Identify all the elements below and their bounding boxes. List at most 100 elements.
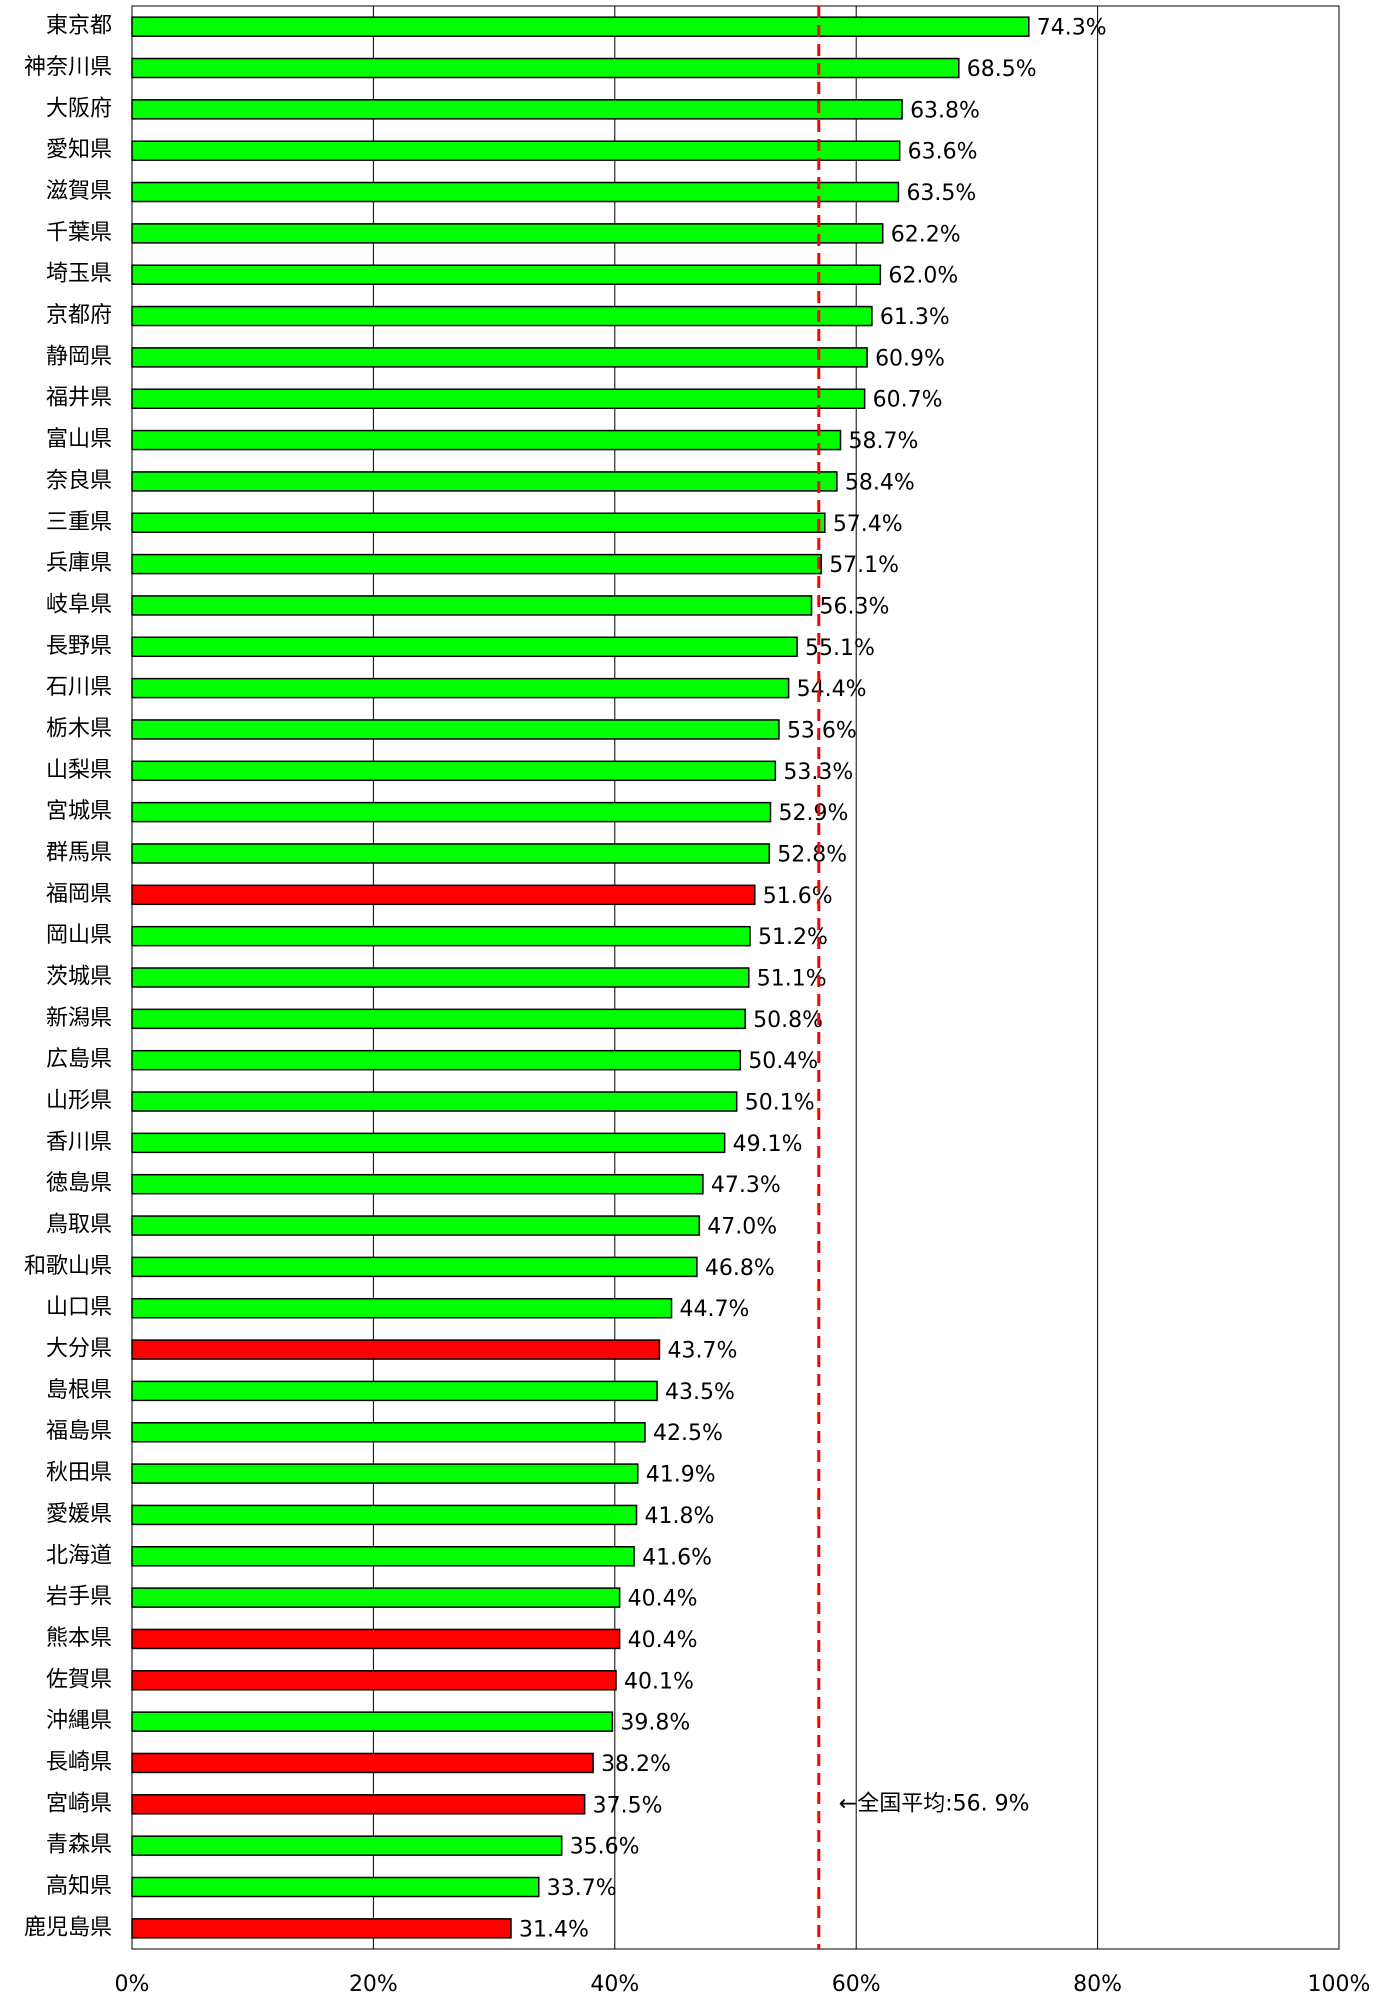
value-label: 51.2% (758, 925, 828, 950)
y-tick-label: 群馬県 (46, 840, 112, 865)
value-label: 62.2% (891, 222, 961, 247)
value-label: 52.8% (777, 842, 847, 867)
value-label: 57.1% (829, 553, 899, 578)
value-label: 47.3% (711, 1173, 781, 1198)
value-label: 60.9% (875, 346, 945, 371)
x-tick-label: 100% (1308, 1972, 1371, 1997)
value-label: 60.7% (873, 388, 943, 413)
y-tick-label: 石川県 (46, 675, 112, 700)
bar (131, 760, 777, 782)
y-tick-label: 大分県 (46, 1337, 112, 1362)
y-tick-label: 熊本県 (46, 1626, 112, 1651)
y-tick-label: 愛知県 (46, 138, 112, 163)
bar (131, 1215, 701, 1236)
bar (131, 1504, 638, 1526)
value-label: 42.5% (653, 1421, 723, 1446)
bar (131, 1587, 621, 1608)
bar (131, 884, 756, 906)
value-label: 44.7% (680, 1297, 750, 1322)
y-tick-label: 千葉県 (46, 220, 112, 245)
bar (131, 264, 882, 285)
y-tick-label: 茨城県 (46, 965, 112, 990)
y-tick-label: 兵庫県 (46, 551, 112, 576)
bar (131, 1380, 658, 1402)
x-tick-label: 80% (1073, 1972, 1122, 1997)
value-label: 35.6% (570, 1835, 640, 1860)
value-label: 49.1% (733, 1132, 803, 1157)
bar (131, 1297, 673, 1319)
bar (131, 388, 866, 409)
y-tick-label: 静岡県 (46, 344, 112, 369)
bar (131, 223, 884, 244)
bar (131, 1752, 594, 1774)
bar (131, 595, 813, 616)
value-label: 68.5% (967, 57, 1037, 82)
value-label: 37.5% (593, 1793, 663, 1818)
bar (131, 140, 901, 161)
y-tick-label: 宮崎県 (46, 1791, 112, 1816)
bar (131, 1628, 621, 1650)
y-tick-label: 北海道 (46, 1543, 112, 1568)
bar (131, 1091, 738, 1112)
y-tick-label: 富山県 (46, 427, 112, 452)
y-tick-label: 宮城県 (46, 799, 112, 824)
y-tick-label: 岡山県 (46, 923, 112, 948)
bar (131, 512, 826, 534)
bar (131, 1256, 698, 1278)
bar (131, 99, 903, 120)
y-tick-label: 沖縄県 (46, 1709, 112, 1734)
value-label: 50.4% (748, 1049, 818, 1074)
y-tick-label: 高知県 (46, 1874, 112, 1899)
y-tick-label: 島根県 (46, 1378, 112, 1403)
bar (131, 1132, 726, 1154)
y-tick-label: 山形県 (46, 1089, 112, 1114)
y-tick-label: 栃木県 (46, 716, 112, 741)
bar (131, 305, 873, 327)
y-tick-label: 滋賀県 (46, 179, 112, 204)
value-label: 43.7% (667, 1339, 737, 1364)
y-tick-label: 青森県 (46, 1833, 112, 1858)
bar (131, 471, 838, 492)
value-label: 54.4% (797, 677, 867, 702)
bar (131, 677, 790, 699)
value-label: 74.3% (1037, 16, 1107, 41)
bar (131, 843, 771, 864)
bar (131, 1173, 704, 1195)
bar (131, 57, 960, 79)
value-label: 50.8% (753, 1008, 823, 1033)
y-tick-label: 徳島県 (46, 1171, 112, 1196)
y-tick-label: 香川県 (46, 1130, 112, 1155)
y-tick-label: 佐賀県 (46, 1667, 112, 1692)
y-tick-label: 広島県 (46, 1047, 112, 1072)
y-tick-label: 福井県 (46, 386, 112, 411)
value-label: 40.4% (628, 1587, 698, 1612)
value-label: 52.9% (779, 801, 849, 826)
y-tick-label: 大阪府 (46, 96, 112, 121)
value-label: 40.4% (628, 1628, 698, 1653)
value-label: 61.3% (880, 305, 950, 330)
bar (131, 1008, 746, 1030)
value-label: 39.8% (620, 1711, 690, 1736)
y-tick-label: 奈良県 (46, 468, 112, 493)
value-label: 43.5% (665, 1380, 735, 1405)
value-label: 53.6% (787, 718, 857, 743)
value-label: 31.4% (519, 1917, 589, 1942)
y-tick-label: 山口県 (46, 1295, 112, 1320)
bar (131, 636, 798, 658)
value-label: 58.4% (845, 470, 915, 495)
y-tick-label: 長野県 (46, 634, 112, 659)
y-tick-label: 鳥取県 (46, 1213, 112, 1238)
bar (131, 1546, 635, 1567)
y-tick-label: 長崎県 (46, 1750, 112, 1775)
value-label: 41.8% (645, 1504, 715, 1529)
value-label: 57.4% (833, 512, 903, 537)
y-tick-label: 三重県 (46, 510, 112, 535)
value-label: 62.0% (888, 264, 958, 289)
bar (131, 801, 772, 823)
value-label: 41.6% (642, 1545, 712, 1570)
y-tick-label: 岐阜県 (46, 592, 112, 617)
x-tick-label: 0% (115, 1972, 150, 1997)
y-tick-label: 鹿児島県 (24, 1915, 112, 1940)
value-label: 58.7% (849, 429, 919, 454)
